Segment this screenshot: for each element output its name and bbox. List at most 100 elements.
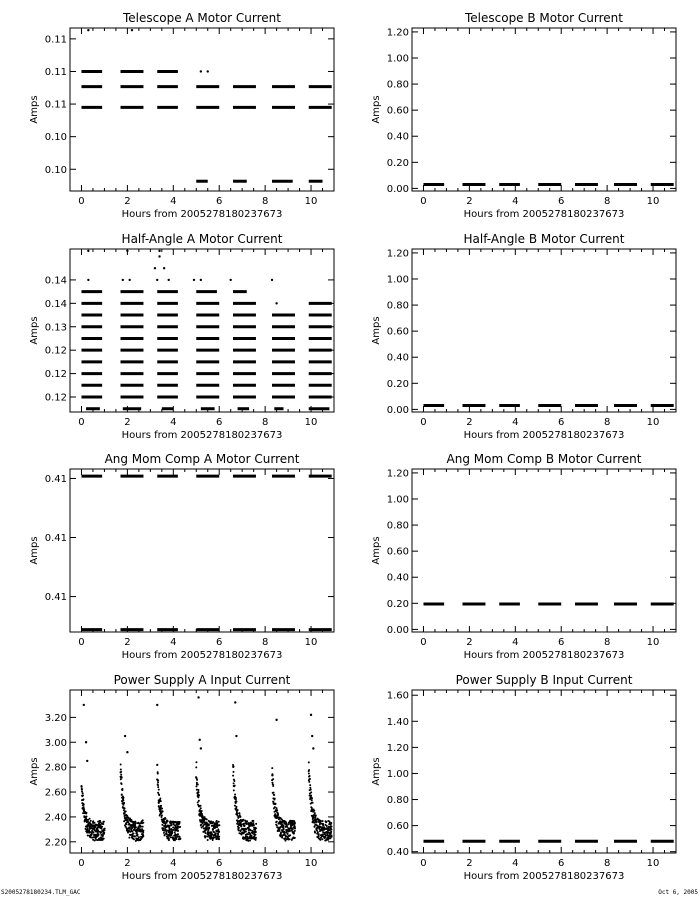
data-point	[164, 817, 167, 820]
data-point	[126, 249, 129, 253]
y-tick-label: 0.14	[45, 275, 67, 286]
y-tick-label: 0.12	[45, 369, 67, 380]
data-point	[119, 763, 122, 766]
data-point	[121, 798, 124, 801]
data-point	[163, 834, 166, 837]
x-tick-label: 8	[604, 858, 610, 869]
y-tick-label: 0.40	[387, 573, 409, 584]
data-point	[203, 821, 206, 824]
data-point	[120, 775, 123, 778]
data-series	[81, 474, 332, 632]
data-point	[128, 278, 131, 282]
x-axis-label: Hours from 2005278180237673	[464, 430, 625, 441]
data-point	[321, 819, 324, 822]
data-point	[85, 815, 88, 818]
data-point	[171, 830, 174, 833]
data-point	[165, 830, 168, 833]
data-point	[308, 792, 311, 795]
data-point	[252, 819, 255, 822]
data-point	[134, 824, 137, 827]
x-tick-label: 10	[305, 637, 318, 648]
data-point	[90, 833, 93, 836]
data-point	[292, 822, 295, 825]
data-point	[329, 823, 332, 826]
chart-title: Half-Angle B Motor Current	[464, 232, 625, 246]
data-point	[289, 834, 292, 837]
data-point	[235, 734, 238, 738]
data-point	[285, 823, 288, 826]
data-point	[93, 839, 96, 842]
chart-panel: Ang Mom Comp B Motor Current 0 2 4 6 8 10 0.00 0…	[371, 452, 677, 661]
data-point	[284, 835, 287, 838]
data-point	[87, 818, 90, 821]
data-point	[330, 834, 333, 837]
data-point	[310, 794, 313, 797]
chart-title: Ang Mom Comp A Motor Current	[105, 452, 300, 466]
y-tick-label: 1.20	[387, 27, 409, 38]
data-series	[80, 696, 333, 842]
data-point	[168, 825, 171, 828]
data-point	[242, 822, 245, 825]
y-tick-label: 0.40	[387, 847, 409, 858]
data-point	[197, 799, 200, 802]
data-point	[204, 831, 207, 834]
data-point	[88, 827, 91, 830]
data-point	[308, 769, 311, 772]
plot-frame	[69, 689, 335, 854]
data-point	[309, 788, 312, 791]
data-point	[249, 829, 252, 832]
data-point	[308, 774, 311, 777]
data-point	[330, 830, 333, 833]
data-point	[313, 825, 316, 828]
data-point	[156, 763, 159, 766]
data-point	[312, 816, 315, 819]
data-point	[325, 824, 328, 827]
data-point	[232, 765, 235, 768]
data-point	[249, 839, 252, 842]
data-point	[140, 837, 143, 840]
data-point	[157, 791, 160, 794]
data-point	[254, 838, 257, 841]
data-point	[235, 811, 238, 814]
y-tick-label: 0.12	[45, 393, 67, 404]
footer-date: Oct 6, 2005	[658, 889, 698, 896]
data-point	[135, 831, 138, 834]
data-point	[156, 278, 159, 282]
data-point	[142, 821, 145, 824]
data-point	[322, 833, 325, 836]
data-point	[125, 823, 128, 826]
plot-frame	[411, 27, 677, 192]
data-point	[89, 825, 92, 828]
data-point	[288, 829, 291, 832]
data-point	[322, 831, 325, 834]
data-point	[119, 778, 122, 781]
data-point	[314, 814, 317, 817]
y-axis-label: Amps	[371, 536, 382, 564]
data-point	[123, 801, 126, 804]
data-point	[123, 812, 126, 815]
chart-title: Telescope B Motor Current	[464, 11, 623, 25]
data-point	[254, 833, 257, 836]
data-point	[162, 267, 166, 270]
data-point	[251, 832, 254, 835]
data-point	[162, 831, 165, 834]
y-tick-label: 0.41	[45, 533, 67, 544]
data-point	[165, 821, 168, 824]
data-point	[233, 784, 236, 787]
data-point	[212, 820, 215, 823]
plot-frame	[411, 248, 677, 413]
data-point	[232, 774, 235, 777]
data-point	[172, 826, 175, 829]
data-point	[211, 833, 214, 836]
data-point	[236, 814, 239, 817]
x-tick-label: 8	[604, 637, 610, 648]
data-point	[235, 800, 238, 803]
data-point	[275, 718, 278, 722]
data-point	[160, 814, 163, 817]
y-axis-label: Amps	[371, 316, 382, 344]
data-point	[275, 807, 278, 810]
data-point	[215, 820, 218, 823]
data-point	[167, 278, 170, 282]
y-tick-label: 0.41	[45, 592, 67, 603]
data-point	[141, 833, 144, 836]
